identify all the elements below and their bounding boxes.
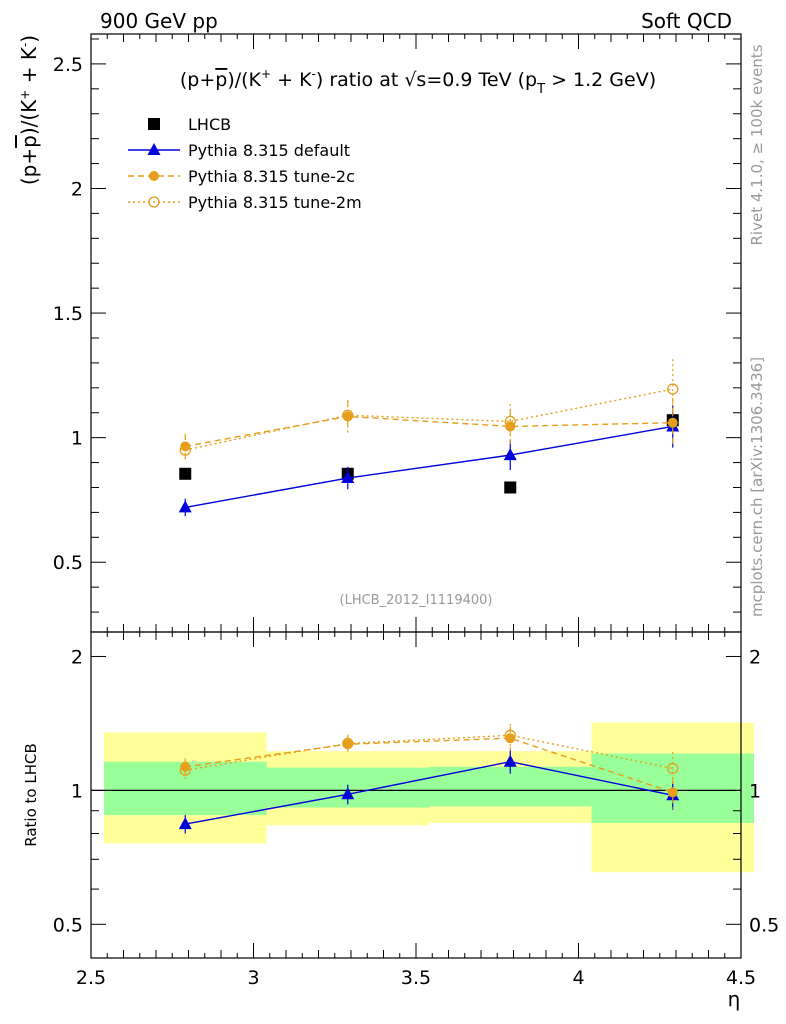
ratio-ylabel: Ratio to LHCB	[22, 743, 40, 847]
y-tick-label: 1.5	[53, 303, 83, 325]
data-point	[148, 196, 160, 208]
data-point	[179, 467, 192, 480]
data-point	[504, 415, 516, 428]
data-point	[342, 739, 353, 750]
main-ylabel: (p+p)/(K+ + K-)	[17, 35, 41, 185]
legend-label: Pythia 8.315 default	[188, 141, 350, 160]
ratio-y-tick-label: 0.5	[53, 914, 83, 936]
data-point	[179, 444, 191, 456]
main-title: (p+p)/(K+ + K-) ratio at √s=0.9 TeV (pT …	[180, 67, 656, 97]
main-marks	[178, 359, 680, 517]
data-point	[149, 171, 159, 181]
x-tick-label: 2.5	[76, 967, 106, 989]
y-tick-label: 2.5	[53, 54, 83, 76]
data-point	[178, 500, 192, 513]
x-tick-label: 3.5	[401, 967, 431, 989]
legend: LHCB Pythia 8.315 default Pythia 8.315 tun…	[128, 115, 362, 212]
data-point	[503, 448, 517, 461]
x-tick-label: 4	[572, 967, 584, 989]
ratio-ticks: 0.5 0.5 1 1 2 2 2.5 3 3.5 4 4.5	[53, 632, 779, 989]
x-tick-label: 3	[247, 967, 259, 989]
data-point	[179, 764, 191, 776]
ratio-marks	[178, 724, 680, 834]
series-line	[185, 760, 673, 825]
data-point	[505, 733, 516, 744]
series-line	[185, 737, 673, 793]
ratio-panel: 0.5 0.5 1 1 2 2 2.5 3 3.5 4 4.5 Ratio to LHCB η	[22, 631, 779, 1011]
header-left: 900 GeV pp	[100, 9, 218, 33]
series-line	[185, 415, 673, 448]
mcplots-label: mcplots.cern.ch [arXiv:1306.3436]	[748, 357, 766, 617]
data-point	[667, 787, 678, 798]
series-line	[185, 734, 673, 771]
series-line	[185, 425, 673, 509]
x-axis-label: η	[728, 987, 741, 1011]
ratio-y-tick-label-right: 2	[749, 646, 761, 668]
main-ticks: 0.5 1 1.5 2 2.5	[53, 34, 742, 632]
data-point	[342, 737, 354, 750]
data-point	[341, 471, 355, 484]
data-point	[148, 118, 160, 130]
header-right: Soft QCD	[641, 9, 732, 33]
x-tick-label: 4.5	[726, 967, 756, 989]
data-point	[503, 754, 517, 767]
data-point	[667, 762, 679, 775]
legend-label: LHCB	[188, 115, 231, 134]
data-point	[178, 817, 192, 830]
data-point	[504, 481, 517, 494]
legend-label: Pythia 8.315 tune-2m	[188, 193, 362, 212]
analysis-watermark: (LHCB_2012_I1119400)	[340, 593, 493, 608]
data-point	[504, 729, 516, 741]
ratio-y-tick-label: 1	[71, 780, 83, 802]
series-line	[185, 388, 673, 451]
ratio-y-tick-label: 2	[71, 646, 83, 668]
ratio-bands	[104, 722, 754, 873]
data-point	[667, 417, 678, 428]
data-point	[342, 409, 354, 421]
main-panel: 0.5 1 1.5 2 2.5 (p+p)/(K+ + K-) ratio at √s=…	[17, 33, 742, 633]
rivet-label: Rivet 4.1.0, ≥ 100k events	[748, 44, 766, 245]
data-point	[341, 787, 355, 800]
y-tick-label: 0.5	[53, 552, 83, 574]
ratio-y-tick-label-right: 0.5	[749, 914, 779, 936]
y-tick-label: 2	[71, 178, 83, 200]
y-tick-label: 1	[71, 428, 83, 450]
data-point	[667, 383, 679, 395]
data-point	[180, 441, 191, 452]
legend-label: Pythia 8.315 tune-2c	[188, 167, 355, 186]
data-point	[147, 143, 161, 155]
ratio-y-tick-label-right: 1	[749, 780, 761, 802]
